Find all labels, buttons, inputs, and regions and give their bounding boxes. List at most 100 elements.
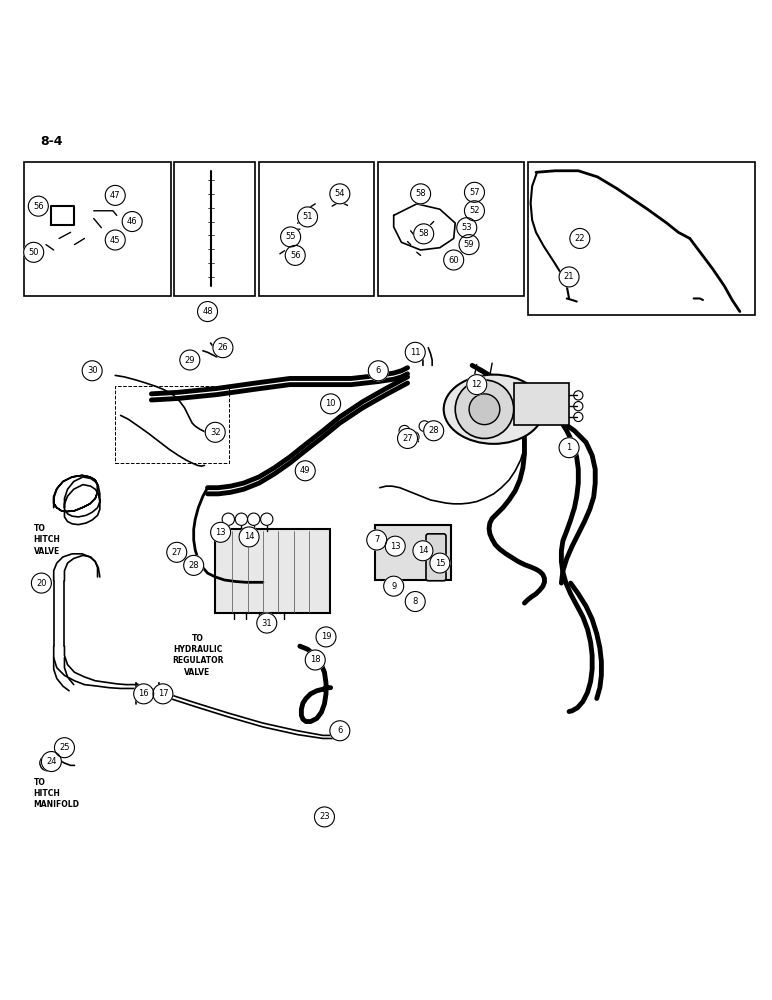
Circle shape [285,245,305,265]
Circle shape [469,394,499,425]
Circle shape [413,541,433,561]
Circle shape [405,592,425,612]
Text: 26: 26 [218,343,229,352]
Circle shape [153,684,173,704]
Bar [378,162,524,296]
Text: 15: 15 [435,559,445,568]
Text: 55: 55 [286,232,296,241]
Text: 23: 23 [319,812,330,821]
Text: 6: 6 [337,726,343,735]
Circle shape [297,207,317,227]
Circle shape [261,513,273,525]
Text: 28: 28 [188,561,199,570]
Circle shape [385,536,405,556]
Text: 25: 25 [59,743,69,752]
Text: 8-4: 8-4 [40,135,63,148]
Circle shape [330,184,350,204]
Circle shape [257,613,277,633]
Text: 22: 22 [574,234,585,243]
Circle shape [405,342,425,362]
Circle shape [459,235,479,255]
Circle shape [430,553,450,573]
Circle shape [455,380,513,438]
Text: 20: 20 [36,579,46,588]
Text: 56: 56 [33,202,44,211]
Circle shape [559,267,579,287]
Circle shape [222,513,235,525]
Circle shape [32,573,52,593]
Circle shape [213,338,233,358]
Text: 30: 30 [86,366,97,375]
Circle shape [105,185,125,205]
Circle shape [424,421,444,441]
Circle shape [295,461,315,481]
Text: 18: 18 [310,655,320,664]
Bar [174,162,256,296]
Text: 45: 45 [110,236,120,245]
Circle shape [29,196,49,216]
Text: 47: 47 [110,191,120,200]
Circle shape [55,738,74,758]
Text: 29: 29 [185,356,195,365]
Text: 10: 10 [325,399,336,408]
Text: 58: 58 [415,189,426,198]
Circle shape [368,361,388,381]
Text: 46: 46 [127,217,137,226]
Text: 13: 13 [215,528,226,537]
Text: 6: 6 [376,366,381,375]
Circle shape [320,394,340,414]
Circle shape [134,684,154,704]
Circle shape [465,182,485,202]
Text: TO
HYDRAULIC
REGULATOR
VALVE: TO HYDRAULIC REGULATOR VALVE [172,634,223,677]
Text: 12: 12 [472,380,482,389]
Text: 17: 17 [157,689,168,698]
Circle shape [570,228,590,248]
Text: TO
HITCH
MANIFOLD: TO HITCH MANIFOLD [34,778,80,809]
Circle shape [457,218,477,238]
Circle shape [198,302,218,322]
Circle shape [24,242,44,262]
Text: 8: 8 [412,597,418,606]
Text: 50: 50 [29,248,39,257]
Circle shape [82,361,102,381]
Circle shape [316,627,336,647]
Bar [259,162,374,296]
FancyBboxPatch shape [426,534,446,581]
Text: 27: 27 [171,548,182,557]
Circle shape [559,438,579,458]
FancyBboxPatch shape [375,525,452,580]
Text: 21: 21 [564,272,574,281]
Circle shape [235,513,248,525]
Circle shape [314,807,334,827]
Circle shape [105,230,125,250]
Text: 51: 51 [303,212,313,221]
Text: 60: 60 [449,256,459,265]
Text: 52: 52 [469,206,479,215]
Circle shape [414,224,434,244]
Circle shape [398,428,418,448]
Circle shape [367,530,387,550]
Circle shape [248,513,260,525]
Text: TO
HITCH
VALVE: TO HITCH VALVE [34,524,60,556]
Text: 14: 14 [244,532,254,541]
Circle shape [411,184,431,204]
Circle shape [122,212,142,232]
Bar [25,162,171,296]
Bar [528,162,755,315]
Circle shape [444,250,464,270]
Text: 14: 14 [418,546,428,555]
Circle shape [184,555,204,575]
Text: 1: 1 [567,443,572,452]
FancyBboxPatch shape [513,383,569,425]
Circle shape [42,752,62,772]
Text: 48: 48 [202,307,213,316]
Circle shape [280,227,300,247]
Text: 53: 53 [462,223,472,232]
Text: 59: 59 [464,240,474,249]
Text: 28: 28 [428,426,439,435]
Text: 49: 49 [300,466,310,475]
Text: 11: 11 [410,348,421,357]
Bar [323,398,338,409]
Text: 57: 57 [469,188,479,197]
Text: 31: 31 [262,619,272,628]
